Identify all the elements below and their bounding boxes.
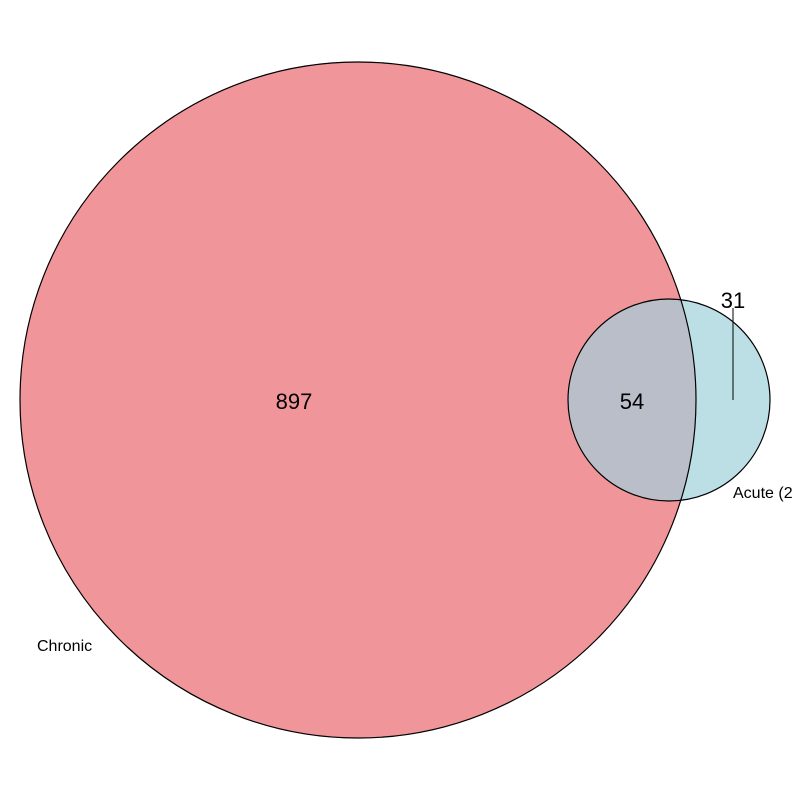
acute-set-label: Acute (2 <box>733 485 793 502</box>
chronic-circle <box>20 62 696 738</box>
acute-only-count: 31 <box>721 288 745 313</box>
chronic-only-count: 897 <box>276 389 313 414</box>
chronic-set-label: Chronic <box>37 638 92 655</box>
chronic-outline <box>19 61 697 739</box>
acute-outline <box>567 298 771 502</box>
overlap-count: 54 <box>620 389 644 414</box>
